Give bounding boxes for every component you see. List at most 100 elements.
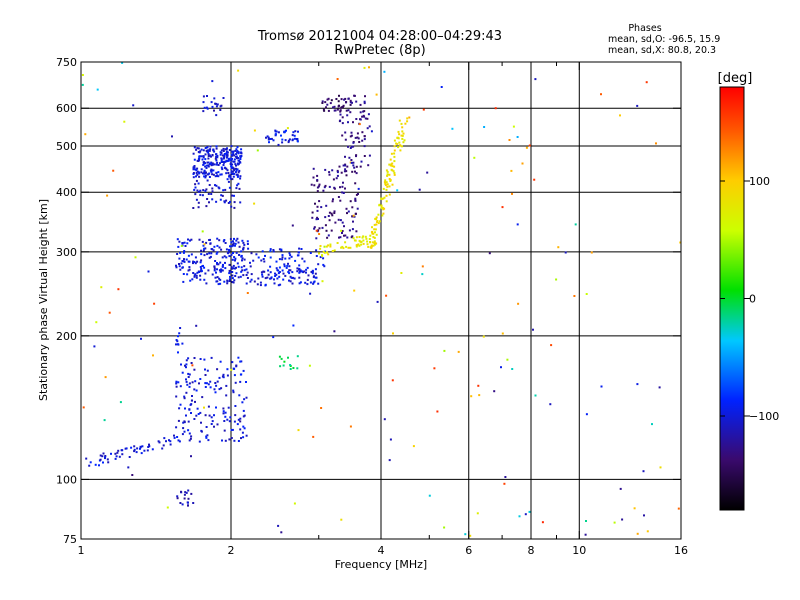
data-point [235,148,238,151]
data-point [208,184,211,186]
data-point [433,367,436,370]
data-point [187,429,190,432]
data-point [136,447,139,450]
data-point [306,266,309,269]
data-point [327,234,330,237]
data-point [395,142,398,145]
data-point [354,199,357,202]
data-point [202,95,205,98]
data-point [393,145,396,148]
data-point [292,324,295,327]
data-point [196,189,199,192]
data-point [284,257,287,260]
data-point [238,187,241,190]
y-tick-label: 500 [56,140,77,153]
data-point [339,236,342,239]
data-point [227,251,230,254]
data-point [518,515,521,518]
data-point [636,104,639,107]
data-point [220,160,223,163]
data-point [367,164,370,167]
data-point [100,286,103,289]
data-point [200,253,203,256]
data-point [355,165,358,168]
data-point [355,245,358,248]
data-point [189,437,192,440]
data-point [194,193,197,196]
y-tick-label: 750 [56,56,77,69]
data-point [237,182,240,185]
data-point [242,274,245,277]
data-point [222,376,225,379]
data-point [183,397,186,400]
data-point [85,457,88,460]
data-point [233,420,236,423]
data-point [206,95,208,97]
data-point [173,436,176,439]
data-point [381,214,384,217]
data-point [242,415,245,418]
data-point [239,380,242,383]
data-point [245,274,248,276]
data-point [175,382,178,385]
data-point [354,136,357,139]
data-point [279,365,282,368]
data-point [278,248,281,251]
data-point [265,136,267,139]
data-point [185,366,187,369]
data-point [388,173,391,176]
data-point [386,173,389,176]
data-point [139,447,141,450]
data-point [223,420,226,422]
data-point [211,163,214,166]
data-point [217,171,220,174]
data-point [187,357,190,360]
data-point [192,176,195,179]
data-point [141,445,144,448]
data-point [501,206,504,209]
data-point [289,368,292,370]
data-point [239,201,242,204]
data-point [277,131,280,134]
data-point [358,123,361,126]
data-point [345,245,348,248]
data-point [391,379,394,382]
data-point [389,180,392,182]
data-point [488,252,491,255]
data-point [119,401,122,404]
data-point [362,239,365,242]
data-point [216,368,219,371]
data-point [327,215,330,217]
y-axis-label: Stationary phase Virtual Height [km] [37,199,50,401]
data-point [198,271,200,273]
data-point [202,110,205,113]
chart-title-line2: RwPretec (8p) [334,43,425,58]
data-point [392,170,395,173]
data-point [198,175,201,178]
data-point [240,266,243,269]
data-point [204,368,206,371]
data-point [402,132,405,135]
data-point [679,241,682,244]
data-point [390,152,393,155]
data-point [195,169,198,172]
data-point [397,146,400,149]
data-point [356,244,359,247]
data-point [317,229,320,232]
data-point [222,373,225,376]
data-point [344,155,346,158]
data-point [443,526,446,529]
data-point [642,470,645,473]
data-point [284,130,286,133]
data-point [233,160,236,163]
data-point [352,121,354,124]
data-point [134,256,137,259]
data-point [374,228,377,231]
data-point [140,337,142,340]
data-point [193,368,196,371]
data-point [197,160,200,162]
data-point [191,381,194,384]
data-point [364,235,367,238]
data-point [190,455,192,458]
data-point [121,453,124,456]
